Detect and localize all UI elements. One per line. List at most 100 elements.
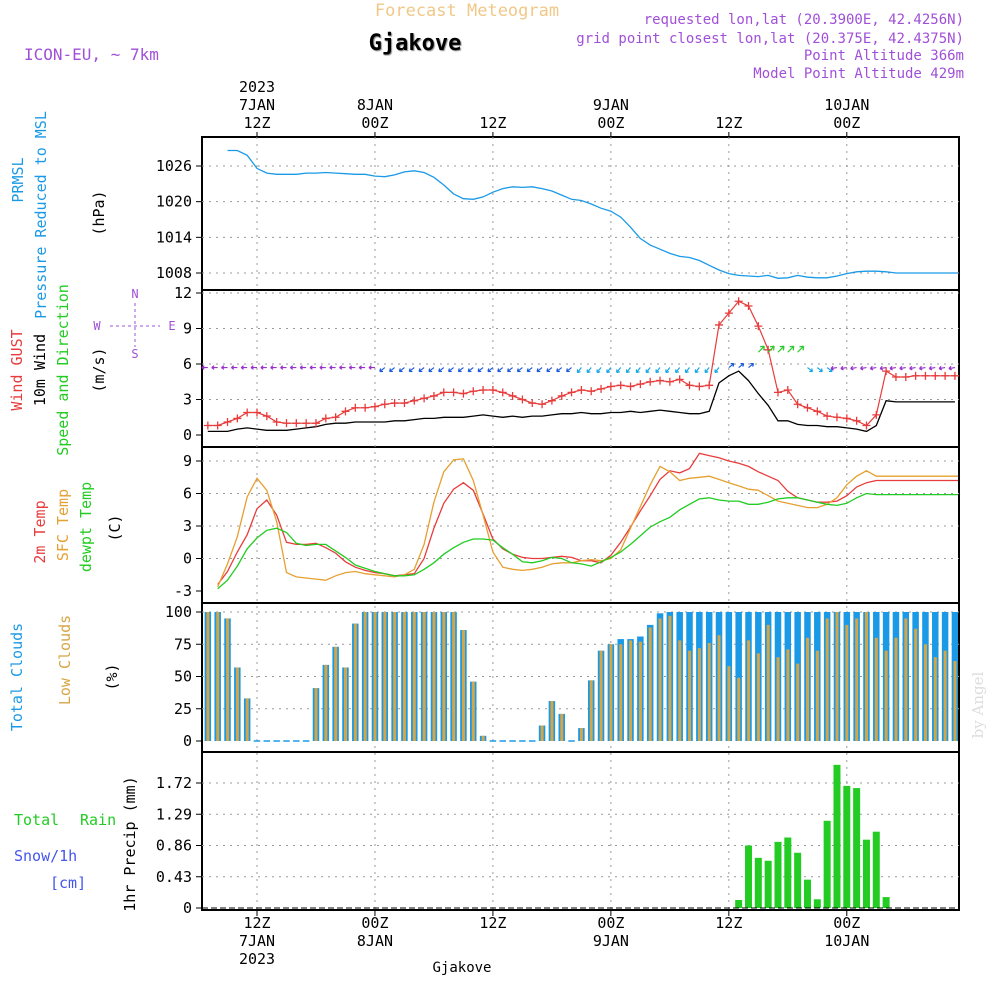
wind-direction-arrow: [201, 365, 208, 370]
top-time-label: 8JAN: [357, 96, 393, 114]
top-time-label: 7JAN: [239, 96, 275, 114]
gust-marker: [439, 388, 448, 397]
wind-direction-arrow: [487, 367, 494, 373]
gust-marker: [606, 382, 615, 391]
gust-marker: [213, 421, 222, 430]
bar-low-clouds: [855, 618, 859, 741]
wind-direction-arrow: [556, 367, 563, 373]
gust-marker: [420, 394, 429, 403]
wind-direction-arrow: [368, 365, 375, 370]
gust-marker: [597, 384, 606, 393]
wind-direction-arrow: [546, 367, 553, 373]
bottom-time-label: 7JAN: [239, 932, 275, 950]
gust-marker: [282, 419, 291, 428]
gust-marker: [400, 399, 409, 408]
gust-marker: [508, 391, 517, 400]
ytick-clouds: 75: [174, 635, 192, 653]
bar-low-clouds: [894, 637, 898, 741]
wind-direction-arrow: [909, 365, 916, 371]
temp-label-2m: 2m Temp: [31, 500, 49, 563]
bar-low-clouds: [452, 612, 456, 741]
gust-marker: [233, 414, 242, 423]
wind-direction-arrow: [787, 345, 795, 353]
bar-low-clouds: [717, 635, 721, 741]
bottom-time-label: 00Z: [361, 914, 388, 932]
bar-low-clouds: [874, 637, 878, 741]
precip-unit: 1hr Precip (mm): [121, 776, 139, 911]
compass-w: W: [93, 319, 101, 333]
gust-marker: [587, 387, 596, 396]
bar-low-clouds: [393, 612, 397, 741]
model-point-altitude: Model Point Altitude 429m: [753, 66, 964, 82]
gust-marker: [272, 417, 281, 426]
gust-marker: [921, 371, 930, 380]
bar-low-clouds: [235, 667, 239, 741]
gust-marker: [646, 377, 655, 386]
gust-marker: [429, 391, 438, 400]
bar-low-clouds: [737, 677, 741, 741]
wind-direction-arrow: [655, 367, 661, 374]
wind-direction-arrow: [948, 365, 956, 371]
ytick-precip: 0.43: [156, 868, 192, 886]
bar-low-clouds: [540, 725, 544, 741]
bottom-time-label: 2023: [239, 950, 275, 968]
bar-low-clouds: [422, 612, 426, 741]
wind-direction-arrow: [457, 367, 464, 373]
gust-marker: [253, 408, 261, 417]
wind-direction-arrow: [850, 365, 857, 371]
wind-direction-arrow: [576, 367, 582, 374]
top-time-label: 00Z: [361, 114, 388, 132]
wind-direction-arrow: [418, 367, 425, 373]
pressure-label-1: PRMSL: [9, 157, 27, 202]
wind-direction-arrow: [438, 367, 445, 373]
panel-frame-precip: [201, 751, 960, 911]
bar-low-clouds: [344, 667, 348, 741]
grid-point-coords: grid point closest lon,lat (20.375E, 42.…: [576, 31, 964, 47]
series-line-dewpt-temp: [217, 492, 958, 590]
pressure-label-2: Pressure Reduced to MSL: [32, 111, 50, 319]
gust-marker: [390, 399, 399, 408]
bar-low-clouds: [697, 648, 701, 741]
ytick-precip: 0: [183, 899, 192, 917]
top-time-label: 9JAN: [593, 96, 629, 114]
wind-direction-arrow: [748, 362, 755, 369]
bar-low-clouds: [845, 624, 849, 741]
top-time-label: 2023: [239, 78, 275, 96]
bar-low-clouds: [560, 713, 564, 741]
precip-label-rain: Rain: [80, 811, 116, 829]
ytick-wind: 0: [183, 426, 192, 444]
wind-direction-arrow: [289, 365, 297, 370]
top-time-label: 12Z: [243, 114, 270, 132]
bar-low-clouds: [442, 612, 446, 741]
ytick-precip: 1.29: [156, 805, 192, 823]
bar-low-clouds: [550, 701, 554, 741]
bar-low-clouds: [923, 644, 927, 741]
bar-low-clouds: [943, 650, 947, 741]
wind-direction-arrow: [329, 365, 336, 370]
ytick-clouds: 0: [183, 732, 192, 750]
gust-marker: [331, 413, 340, 422]
gust-marker: [518, 395, 527, 404]
ytick-clouds: 25: [174, 700, 192, 718]
bar-low-clouds: [481, 735, 485, 741]
top-time-label: 12Z: [479, 114, 506, 132]
wind-direction-arrow: [675, 367, 681, 374]
wind-direction-arrow: [606, 367, 612, 374]
gust-marker: [754, 322, 763, 331]
gust-marker: [734, 297, 743, 306]
bar-low-clouds: [776, 657, 780, 741]
pressure-unit: (hPa): [90, 190, 108, 235]
wind-direction-arrow: [230, 365, 238, 370]
bar-precip: [794, 852, 802, 908]
wind-direction-arrow: [260, 365, 267, 370]
bar-total-clouds: [735, 612, 742, 741]
wind-direction-arrow: [694, 367, 700, 374]
gust-marker: [803, 403, 812, 412]
bar-low-clouds: [412, 612, 416, 741]
wind-direction-arrow: [565, 367, 572, 373]
bar-precip: [774, 841, 782, 908]
wind-direction-arrow: [704, 367, 710, 374]
wind-direction-arrow: [526, 367, 533, 373]
wind-direction-arrow: [536, 367, 543, 373]
bar-low-clouds: [216, 612, 220, 741]
